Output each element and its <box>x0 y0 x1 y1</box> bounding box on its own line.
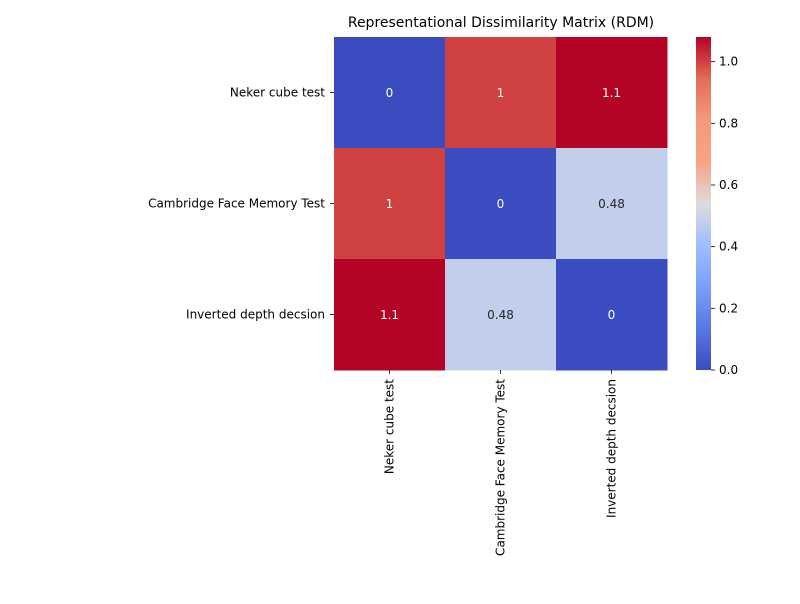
colorbar <box>696 37 711 370</box>
colorbar-tick-label-2: 0.4 <box>719 240 738 254</box>
cell-annotation-1-1: 0 <box>497 197 505 211</box>
cell-annotations: 0 1 1.1 1 0 0.48 1.1 0.48 0 <box>380 86 625 322</box>
row-label-2: Inverted depth decsion <box>186 308 325 322</box>
heatmap-cell-2-2 <box>556 259 668 371</box>
heatmap-cell-1-2 <box>556 148 668 260</box>
heatmap-cell-1-0 <box>334 148 446 260</box>
cell-annotation-0-0: 0 <box>386 86 394 100</box>
column-label-1: Cambridge Face Memory Test <box>494 379 508 556</box>
colorbar-tick-label-3: 0.6 <box>719 178 738 192</box>
heatmap-cells <box>334 37 668 371</box>
heatmap-cell-0-1 <box>445 37 557 149</box>
column-labels: Neker cube test Cambridge Face Memory Tes… <box>383 370 619 556</box>
column-label-2: Inverted depth decsion <box>605 379 619 518</box>
row-labels: Neker cube test Cambridge Face Memory Tes… <box>148 86 334 322</box>
cell-annotation-2-2: 0 <box>608 308 616 322</box>
heatmap-cell-2-0 <box>334 259 446 371</box>
row-label-0: Neker cube test <box>230 86 325 100</box>
heatmap-cell-2-1 <box>445 259 557 371</box>
colorbar-tick-label-0: 0.0 <box>719 363 738 377</box>
colorbar-tick-label-5: 1.0 <box>719 55 738 69</box>
colorbar-tick-label-1: 0.2 <box>719 301 738 315</box>
heatmap-cell-0-2 <box>556 37 668 149</box>
heatmap-cell-0-0 <box>334 37 446 149</box>
column-label-0: Neker cube test <box>383 379 397 474</box>
cell-annotation-2-1: 0.48 <box>487 308 514 322</box>
cell-annotation-2-0: 1.1 <box>380 308 399 322</box>
colorbar-tick-label-4: 0.8 <box>719 116 738 130</box>
chart-title: Representational Dissimilarity Matrix (R… <box>348 15 654 31</box>
colorbar-gradient <box>696 37 711 370</box>
heatmap-cell-1-1 <box>445 148 557 260</box>
row-label-1: Cambridge Face Memory Test <box>148 197 325 211</box>
cell-annotation-0-2: 1.1 <box>602 86 621 100</box>
colorbar-ticks: 0.0 0.2 0.4 0.6 0.8 1.0 <box>711 55 738 377</box>
cell-annotation-0-1: 1 <box>497 86 505 100</box>
cell-annotation-1-2: 0.48 <box>598 197 625 211</box>
cell-annotation-1-0: 1 <box>386 197 394 211</box>
